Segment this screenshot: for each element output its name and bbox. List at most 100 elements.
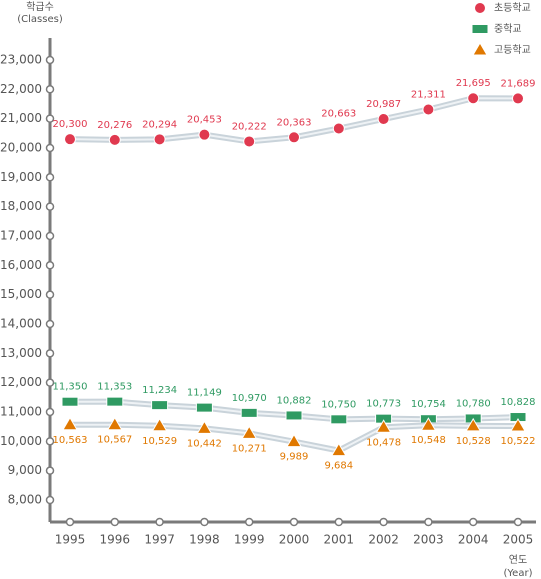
y-tick-label: 11,000	[0, 404, 42, 418]
data-point	[512, 92, 524, 105]
data-label: 10,548	[411, 435, 446, 446]
data-point	[106, 416, 123, 431]
y-tick-label: 16,000	[0, 258, 42, 272]
legend-marker	[472, 42, 488, 56]
x-tick-label: 1996	[100, 533, 131, 547]
data-point	[195, 402, 213, 413]
data-label: 10,750	[321, 399, 356, 410]
data-point	[510, 418, 526, 432]
x-tick-label: 1997	[144, 533, 175, 547]
data-point	[332, 122, 345, 135]
x-tick-label: 1999	[234, 533, 265, 547]
data-point	[467, 92, 480, 105]
y-tick	[45, 466, 55, 475]
data-label: 10,442	[187, 438, 222, 449]
x-tick	[110, 517, 120, 527]
y-tick-label: 9,000	[8, 463, 42, 477]
y-axis-label: 학급수	[26, 1, 54, 13]
y-tick-label: 10,000	[0, 434, 42, 448]
data-point	[465, 417, 482, 432]
x-tick	[468, 517, 478, 527]
data-label: 20,663	[321, 109, 356, 120]
data-label: 9,989	[280, 452, 309, 463]
data-point	[377, 113, 390, 126]
y-tick	[45, 319, 55, 329]
legend-marker	[471, 24, 489, 34]
y-tick-label: 12,000	[0, 375, 42, 389]
y-tick	[45, 407, 55, 417]
y-tick	[45, 290, 55, 299]
y-tick-label: 17,000	[0, 228, 42, 242]
y-tick-label: 20,000	[0, 140, 42, 154]
data-label: 20,363	[277, 117, 312, 128]
legend-label: 고등학교	[494, 44, 531, 56]
data-point	[243, 135, 256, 148]
data-point	[151, 417, 168, 432]
x-tick	[334, 517, 344, 527]
x-tick-label: 2005	[503, 533, 534, 547]
y-tick-label: 13,000	[0, 346, 42, 360]
data-point	[420, 417, 437, 431]
data-label: 20,276	[97, 120, 132, 131]
y-tick-label: 23,000	[0, 52, 42, 66]
data-label: 10,828	[501, 397, 536, 408]
x-axis-label: (Year)	[504, 568, 533, 579]
y-tick	[45, 55, 55, 65]
x-tick-label: 2004	[458, 533, 489, 547]
legend-marker	[474, 2, 486, 14]
x-tick	[244, 517, 254, 527]
data-label: 10,522	[501, 436, 536, 447]
data-point	[198, 128, 211, 141]
x-tick-label: 2002	[368, 533, 399, 547]
y-tick	[45, 231, 55, 241]
x-tick	[155, 517, 164, 527]
data-label: 20,453	[187, 115, 222, 126]
y-tick	[45, 378, 55, 387]
data-point	[106, 396, 124, 407]
y-tick-label: 15,000	[0, 287, 42, 301]
legend-label: 초등학교	[494, 2, 531, 14]
data-label: 10,478	[366, 437, 401, 448]
data-point	[288, 131, 300, 144]
data-label: 9,684	[324, 461, 353, 472]
legend-label: 중학교	[494, 23, 522, 35]
x-tick	[424, 517, 433, 527]
y-tick	[45, 173, 55, 182]
data-label: 10,528	[456, 436, 491, 447]
x-tick	[513, 517, 523, 527]
data-label: 10,882	[277, 395, 312, 406]
y-tick-label: 19,000	[0, 170, 42, 184]
data-label: 10,970	[232, 393, 267, 404]
x-tick	[65, 517, 75, 527]
y-tick	[45, 261, 55, 270]
data-label: 20,300	[53, 119, 88, 130]
x-tick-label: 2000	[279, 533, 310, 547]
data-point	[153, 133, 166, 146]
y-tick	[45, 143, 55, 153]
x-tick-label: 1995	[55, 533, 86, 547]
x-axis-label: 연도	[509, 554, 527, 566]
x-tick	[289, 517, 299, 527]
data-point	[64, 133, 76, 146]
data-point	[196, 420, 213, 434]
x-tick	[379, 517, 388, 527]
data-label: 11,149	[187, 388, 222, 399]
data-point	[151, 400, 169, 411]
data-label: 21,311	[411, 89, 446, 100]
data-label: 11,350	[53, 382, 88, 393]
x-tick-label: 2001	[324, 533, 355, 547]
data-label: 10,567	[97, 435, 132, 446]
data-label: 10,754	[411, 399, 446, 410]
data-point	[286, 433, 302, 448]
data-point	[61, 396, 79, 407]
data-label: 10,529	[142, 436, 177, 447]
y-tick-label: 21,000	[0, 111, 42, 125]
y-tick-label: 14,000	[0, 316, 42, 330]
data-point	[422, 103, 435, 116]
data-label: 21,695	[456, 78, 491, 89]
data-point	[62, 416, 78, 431]
data-point	[241, 425, 258, 439]
data-point	[285, 410, 303, 421]
y-tick	[45, 114, 55, 123]
